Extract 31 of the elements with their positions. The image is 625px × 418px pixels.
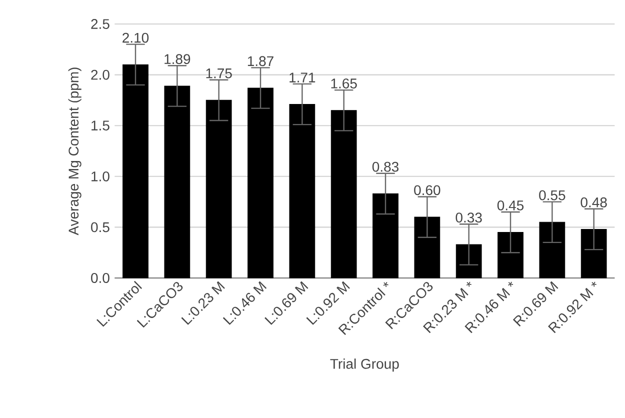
y-tick-label: 2.5 (91, 19, 110, 29)
bar (206, 100, 232, 278)
bar (330, 110, 357, 278)
bar (498, 232, 524, 278)
bar (372, 193, 398, 278)
bar (539, 222, 566, 278)
data-label: 1.89 (164, 54, 190, 64)
y-axis-title: Average Mg Content (ppm) (68, 68, 82, 236)
data-label: 0.55 (539, 190, 566, 200)
y-tick-label: 0.5 (91, 222, 110, 232)
bar (248, 88, 274, 278)
data-label: 0.83 (372, 162, 399, 172)
data-label: 0.48 (580, 197, 607, 208)
bar (122, 64, 148, 278)
x-axis-title: Trial Group (330, 358, 399, 372)
y-tick-label: 1.0 (92, 171, 110, 182)
bar (289, 104, 316, 278)
data-label: 2.10 (122, 32, 149, 43)
data-label: 0.60 (414, 185, 440, 196)
bar (414, 216, 440, 278)
data-label: 1.87 (248, 56, 274, 66)
y-tick-label: 2.0 (91, 70, 110, 80)
data-label: 1.65 (331, 78, 357, 88)
data-label: 0.45 (497, 200, 524, 210)
data-label: 1.71 (290, 72, 316, 82)
bar (164, 86, 190, 278)
y-tick-label: 0.0 (91, 273, 110, 283)
data-label: 0.33 (456, 212, 482, 223)
y-tick-label: 1.5 (92, 120, 110, 130)
bar (580, 228, 607, 278)
data-label: 1.75 (206, 68, 232, 78)
